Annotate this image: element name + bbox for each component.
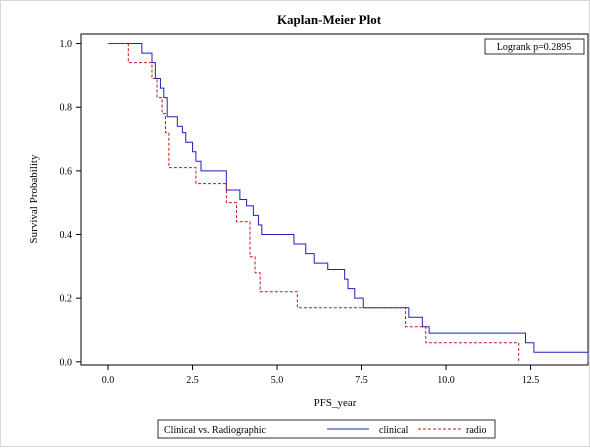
series-line-clinical: [108, 43, 589, 362]
legend-box: [157, 419, 496, 439]
legend-title: Clinical vs. Radiographic: [164, 425, 266, 436]
series-layer: [108, 43, 589, 362]
y-axis-label: Survival Probability: [28, 154, 40, 243]
y-tick-label: 0.8: [60, 103, 73, 114]
logrank-annotation-box: [484, 38, 585, 55]
y-axis: 0.0 0.2 0.4 0.6 0.8 1.0: [60, 39, 81, 368]
legend-label-radio: radio: [466, 425, 487, 436]
x-tick-label: 7.5: [355, 375, 368, 386]
x-axis-label: PFS_year: [314, 397, 357, 409]
plot-area-frame: [80, 33, 589, 366]
x-tick-label: 5.0: [271, 375, 284, 386]
y-tick-label: 0.2: [60, 294, 73, 305]
y-tick-label: 1.0: [60, 39, 73, 50]
chart-title: Kaplan-Meier Plot: [277, 12, 382, 27]
x-axis: 0.0 2.5 5.0 7.5 10.0 12.5: [102, 365, 539, 386]
x-tick-label: 2.5: [186, 375, 199, 386]
logrank-annotation: Logrank p=0.2895: [497, 42, 572, 53]
legend-label-clinical: clinical: [379, 425, 409, 436]
y-tick-label: 0.4: [60, 230, 73, 241]
series-line-radio: [108, 43, 520, 362]
y-tick-label: 0.6: [60, 166, 73, 177]
x-tick-label: 10.0: [437, 375, 455, 386]
x-tick-label: 12.5: [522, 375, 540, 386]
legend: Clinical vs. Radiographic clinical radio: [157, 419, 496, 439]
x-tick-label: 0.0: [102, 375, 115, 386]
y-tick-label: 0.0: [60, 357, 73, 368]
